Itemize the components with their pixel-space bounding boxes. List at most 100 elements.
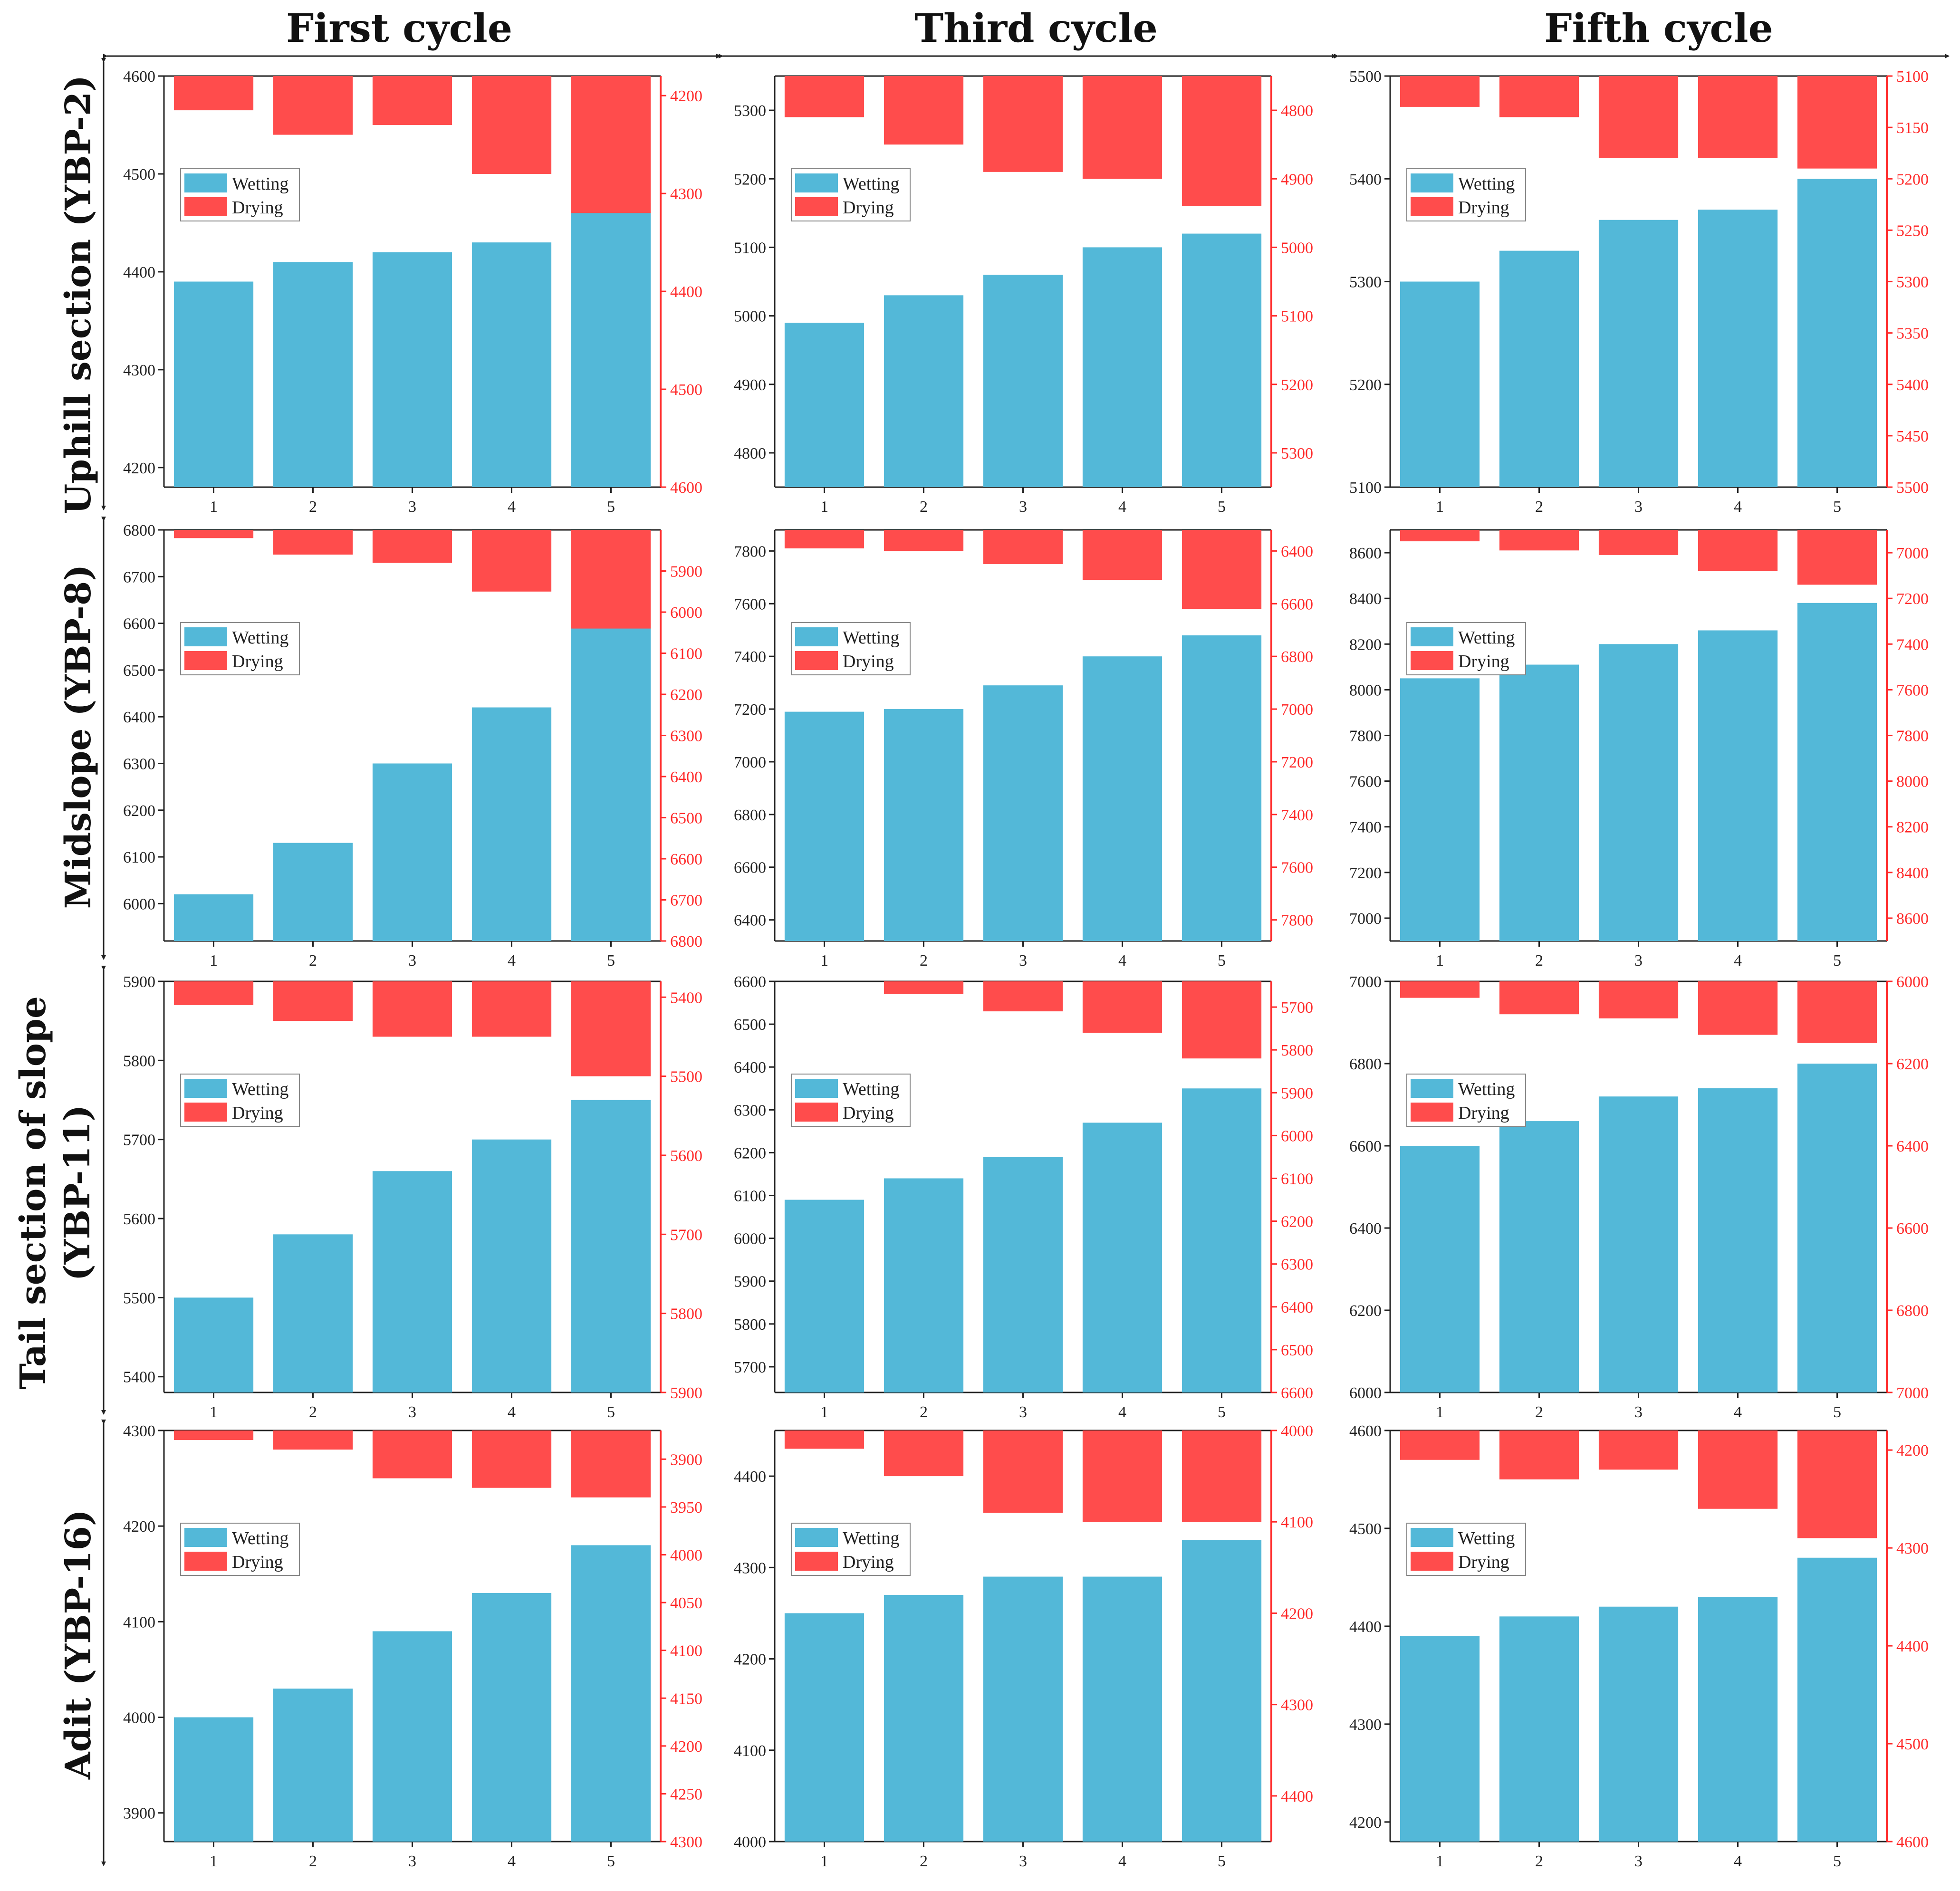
- right-y-tick-label: 4200: [670, 87, 702, 105]
- left-y-tick-label: 3900: [123, 1805, 155, 1823]
- wetting-bar: [784, 1200, 865, 1392]
- right-y-tick-label: 6400: [670, 768, 702, 786]
- legend-label-wetting: Wetting: [232, 174, 288, 194]
- wetting-bar: [372, 1171, 452, 1392]
- left-y-tick-label: 5400: [1349, 171, 1382, 188]
- x-tick-label: 3: [408, 1853, 416, 1870]
- wetting-bar: [1182, 1088, 1262, 1392]
- left-y-tick-label: 5400: [123, 1369, 155, 1386]
- left-y-tick-label: 5100: [734, 239, 766, 257]
- right-y-tick-label: 7600: [1896, 682, 1929, 699]
- x-tick-label: 4: [1118, 1403, 1126, 1421]
- right-y-tick-label: 6300: [1281, 1256, 1313, 1274]
- x-tick-label: 1: [210, 952, 218, 969]
- left-y-tick-label: 6300: [734, 1102, 766, 1119]
- left-y-tick-label: 4200: [1349, 1814, 1382, 1832]
- x-tick-label: 4: [1734, 952, 1742, 969]
- right-y-tick-label: 8000: [1896, 773, 1929, 791]
- left-y-tick-label: 6100: [123, 849, 155, 866]
- right-y-tick-label: 6000: [1281, 1127, 1313, 1145]
- x-tick-label: 2: [309, 498, 317, 516]
- legend-swatch-wetting: [184, 173, 227, 192]
- drying-bar: [1499, 1430, 1579, 1479]
- row-header-uphill: Uphill section (YBP-2): [58, 75, 99, 514]
- drying-bar: [372, 981, 452, 1037]
- wetting-bar: [173, 1297, 254, 1392]
- right-y-tick-label: 4300: [1281, 1697, 1313, 1714]
- wetting-bar: [372, 1631, 452, 1842]
- wetting-bar: [1082, 247, 1163, 487]
- legend-label-wetting: Wetting: [232, 1528, 288, 1548]
- wetting-bar: [1400, 1146, 1480, 1392]
- right-y-tick-label: 5450: [1896, 428, 1929, 445]
- drying-bar: [884, 530, 964, 551]
- chart-panel-r3-c0: 1 2 3 4 5 3900 4000 4100 4200 4300 3900 3950 4000 405…: [123, 1422, 702, 1870]
- x-tick-label: 2: [1535, 952, 1543, 969]
- drying-bar: [983, 1430, 1063, 1513]
- wetting-bar: [571, 1545, 651, 1842]
- left-y-tick-label: 4300: [123, 362, 155, 379]
- drying-bar: [983, 76, 1063, 172]
- left-y-tick-label: 5200: [1349, 376, 1382, 394]
- x-tick-label: 1: [1436, 1853, 1444, 1870]
- wetting-bar: [1499, 1616, 1579, 1842]
- right-y-tick-label: 3950: [670, 1499, 702, 1517]
- right-y-tick-label: 6400: [1896, 1138, 1929, 1155]
- right-y-tick-label: 5800: [1281, 1042, 1313, 1059]
- wetting-bar: [884, 709, 964, 941]
- left-y-tick-label: 6400: [1349, 1220, 1382, 1238]
- x-tick-label: 3: [1634, 1853, 1643, 1870]
- left-y-tick-label: 8000: [1349, 682, 1382, 699]
- left-y-tick-label: 6600: [734, 973, 766, 991]
- right-y-tick-label: 6600: [1896, 1220, 1929, 1238]
- right-y-tick-label: 4600: [670, 479, 702, 497]
- legend-label-drying: Drying: [843, 198, 894, 218]
- drying-bar: [1499, 530, 1579, 551]
- left-y-tick-label: 5600: [123, 1210, 155, 1228]
- left-y-tick-label: 5200: [734, 171, 766, 188]
- legend-swatch-wetting: [795, 627, 838, 646]
- x-tick-label: 4: [1118, 1853, 1126, 1870]
- x-tick-label: 1: [1436, 952, 1444, 969]
- legend-label-wetting: Wetting: [232, 1079, 288, 1099]
- right-y-tick-label: 6200: [1281, 1213, 1313, 1231]
- right-y-tick-label: 7400: [1896, 636, 1929, 653]
- x-tick-label: 5: [607, 952, 615, 969]
- right-y-tick-label: 7200: [1896, 590, 1929, 608]
- left-y-tick-label: 4200: [734, 1651, 766, 1669]
- x-tick-label: 2: [309, 1403, 317, 1421]
- right-y-tick-label: 7800: [1896, 728, 1929, 745]
- right-y-tick-label: 6000: [1896, 973, 1929, 991]
- left-y-tick-label: 4500: [1349, 1520, 1382, 1538]
- left-y-tick-label: 7200: [1349, 864, 1382, 882]
- wetting-bar: [1797, 1064, 1877, 1392]
- right-y-tick-label: 7000: [1896, 1384, 1929, 1402]
- right-y-tick-label: 7400: [1281, 806, 1313, 824]
- right-y-tick-label: 5100: [1896, 68, 1929, 86]
- chart-panel-r1-c0: 1 2 3 4 5 6000 6100 6200 6300 6400 6500 6600 6700 680…: [123, 522, 702, 969]
- drying-bar: [173, 981, 254, 1005]
- chart-panel-r0-c0: 1 2 3 4 5 4200 4300 4400 4500 4600 4200 4300 4400 450…: [123, 68, 702, 516]
- left-y-tick-label: 6200: [1349, 1302, 1382, 1320]
- right-y-tick-label: 4400: [1896, 1638, 1929, 1655]
- left-y-tick-label: 6600: [123, 615, 155, 633]
- legend: Wetting Drying: [180, 622, 300, 675]
- wetting-bar: [884, 1595, 964, 1842]
- left-y-tick-label: 6400: [734, 912, 766, 930]
- x-tick-label: 5: [607, 1853, 615, 1870]
- x-tick-label: 4: [1118, 498, 1126, 516]
- right-y-tick-label: 8200: [1896, 819, 1929, 836]
- drying-bar: [571, 76, 651, 213]
- legend-label-drying: Drying: [843, 652, 894, 672]
- wetting-bar: [784, 323, 865, 487]
- x-tick-label: 1: [210, 1853, 218, 1870]
- wetting-bar: [173, 1717, 254, 1842]
- wetting-bar: [1400, 1636, 1480, 1842]
- legend-swatch-wetting: [795, 1079, 838, 1098]
- drying-bar: [1182, 1430, 1262, 1522]
- drying-bar: [471, 1430, 552, 1488]
- x-tick-label: 5: [1218, 952, 1226, 969]
- left-y-tick-label: 4100: [734, 1742, 766, 1760]
- wetting-bar: [1598, 1606, 1679, 1842]
